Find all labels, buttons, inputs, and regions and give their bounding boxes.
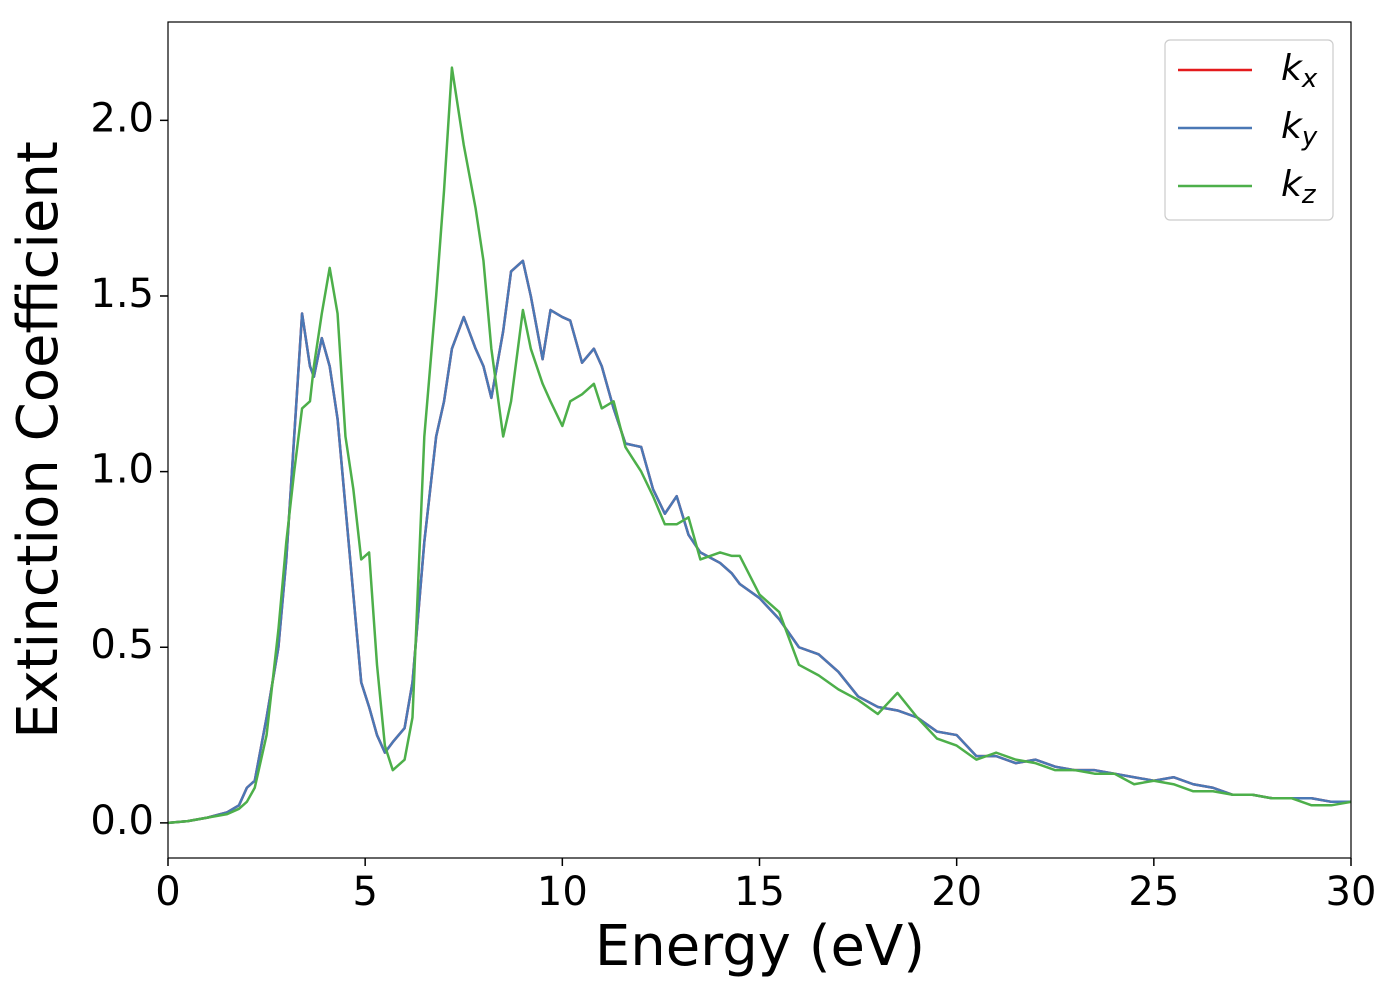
series-line	[168, 259, 1351, 825]
legend-label: kz	[1281, 164, 1317, 210]
x-tick-label: 25	[1128, 869, 1179, 915]
x-tick-label: 15	[734, 869, 785, 915]
legend-box	[1164, 39, 1334, 221]
y-tick-label: 1.0	[90, 447, 154, 493]
y-tick-label: 2.0	[90, 95, 154, 141]
series-line	[168, 259, 1351, 825]
legend-label: ky	[1281, 106, 1318, 152]
plot-frame	[167, 21, 1352, 859]
legend-label: kx	[1281, 48, 1318, 94]
x-tick-label: 5	[352, 869, 377, 915]
legend: kx ky kz	[1164, 39, 1334, 221]
x-tick-label: 10	[537, 869, 588, 915]
x-tick-label: 30	[1326, 869, 1377, 915]
series-line	[168, 66, 1351, 825]
y-tick-label: 0.0	[90, 798, 154, 844]
y-tick-label: 0.5	[90, 622, 154, 668]
x-tick-label: 20	[931, 869, 982, 915]
y-axis-label: Extinction Coefficient	[6, 141, 71, 739]
y-tick-label: 1.5	[90, 271, 154, 317]
x-tick-label: 0	[155, 869, 180, 915]
x-axis-label: Energy (eV)	[595, 914, 925, 979]
